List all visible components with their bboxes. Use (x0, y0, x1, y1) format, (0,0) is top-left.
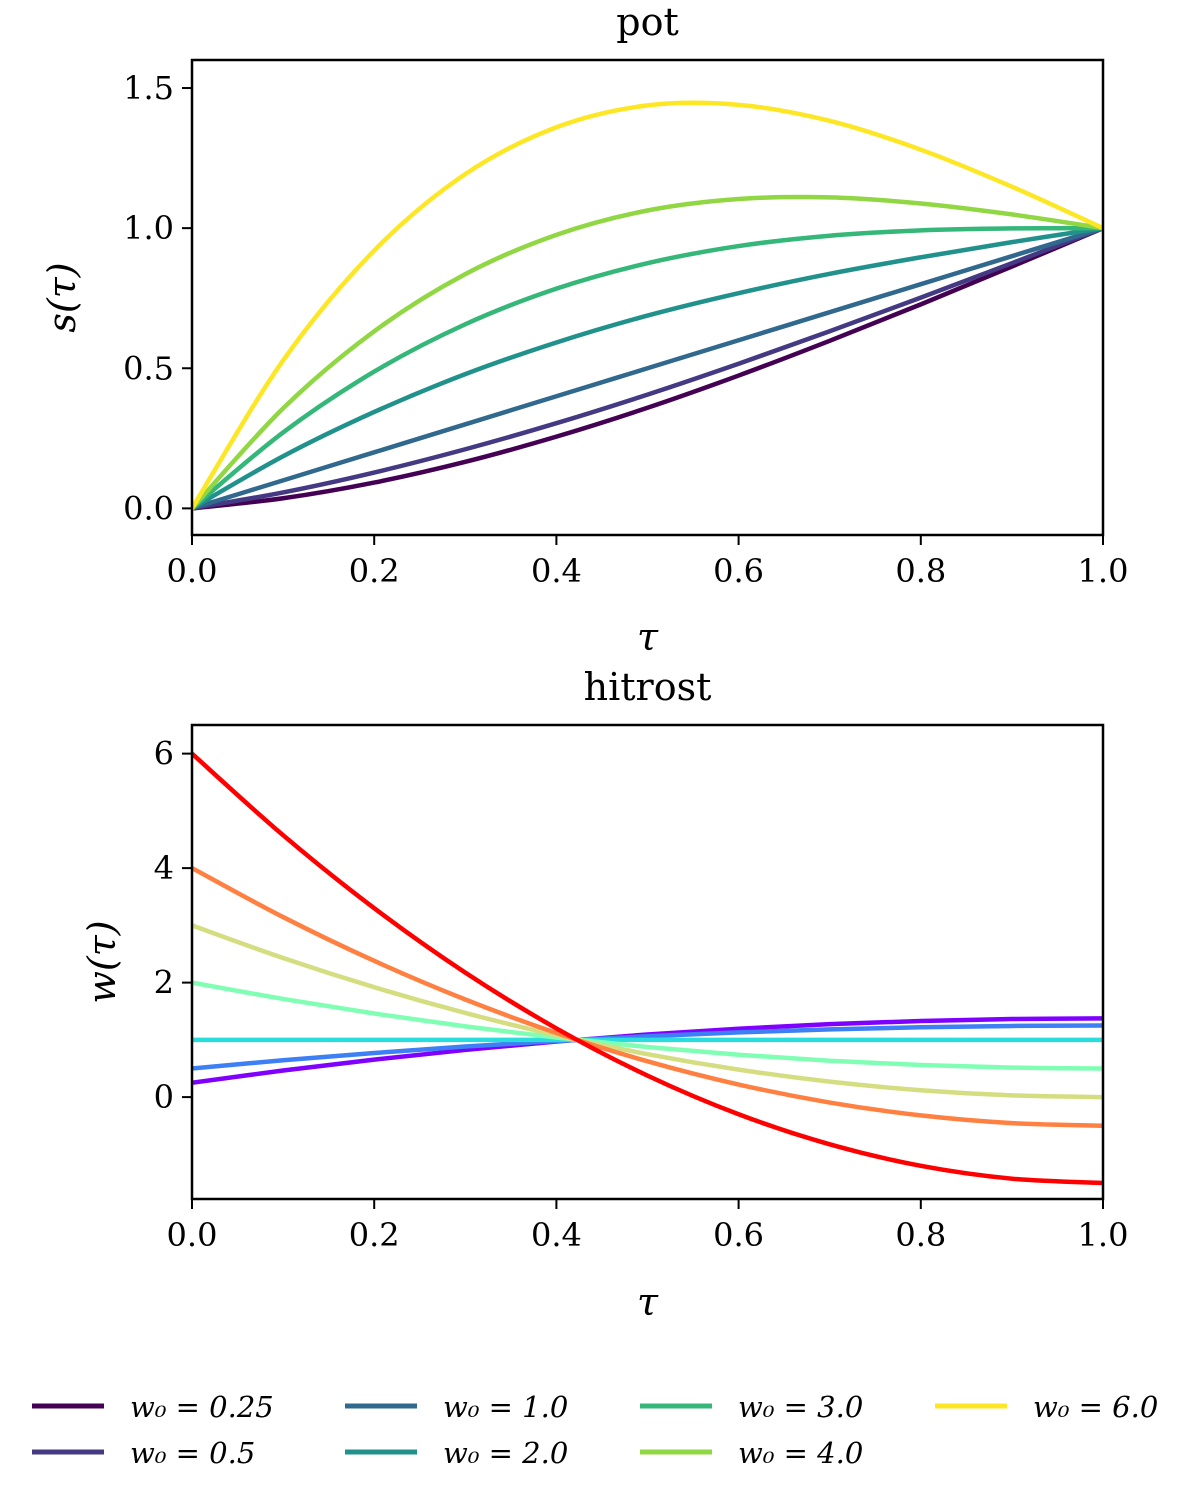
series-group (192, 100, 1103, 512)
x-tick-label: 1.0 (1078, 552, 1129, 590)
legend-item: w₀ = 0.5 (32, 1436, 255, 1470)
plot-pot: 0.0 0.2 0.4 0.6 0.8 1.0 0.0 0.5 1.0 1.5 pot τ s(τ) (40, 0, 1128, 659)
y-axis-label: s(τ) (40, 262, 84, 332)
legend-label: w₀ = 0.5 (130, 1436, 255, 1470)
plot-hitrost: 0.0 0.2 0.4 0.6 0.8 1.0 0 2 4 6 hitrost τ w(τ) (80, 665, 1128, 1324)
legend-label: w₀ = 3.0 (738, 1390, 863, 1424)
x-tick-label: 0.8 (895, 1216, 946, 1254)
series-line-w02.0 (192, 980, 1103, 1071)
y-tick-label: 4 (154, 849, 174, 887)
y-axis-label: w(τ) (80, 920, 124, 1003)
legend-item: w₀ = 4.0 (640, 1436, 863, 1470)
y-tick-label: 0.0 (123, 489, 174, 527)
legend-item: w₀ = 0.25 (32, 1390, 274, 1424)
legend-item: w₀ = 1.0 (345, 1390, 568, 1424)
legend-label: w₀ = 1.0 (443, 1390, 568, 1424)
legend-label: w₀ = 6.0 (1033, 1390, 1158, 1424)
legend-item: w₀ = 3.0 (640, 1390, 863, 1424)
x-tick-label: 0.4 (531, 1216, 582, 1254)
x-tick-label: 0.4 (531, 552, 582, 590)
series-line-w00.25 (192, 225, 1103, 511)
legend-label: w₀ = 2.0 (443, 1436, 568, 1470)
x-tick-label: 0.2 (349, 552, 400, 590)
series-line-w00.5 (192, 1023, 1103, 1071)
series-line-w03.0 (192, 922, 1103, 1100)
axes-frame (190, 723, 1105, 1201)
x-tick-label: 0.8 (895, 552, 946, 590)
y-tick-label: 6 (154, 735, 174, 773)
legend-label: w₀ = 0.25 (130, 1390, 274, 1424)
series-group (192, 750, 1103, 1186)
y-tick-label: 2 (154, 964, 174, 1002)
x-tick-label: 0.0 (167, 552, 218, 590)
x-tick-label: 0.0 (167, 1216, 218, 1254)
y-tick-label: 1.0 (123, 209, 174, 247)
y-tick-label: 1.5 (123, 69, 174, 107)
legend-item: w₀ = 6.0 (935, 1390, 1158, 1424)
x-tick-label: 0.6 (713, 1216, 764, 1254)
x-tick-label: 0.2 (349, 1216, 400, 1254)
x-tick-label: 0.6 (713, 552, 764, 590)
legend-item: w₀ = 2.0 (345, 1436, 568, 1470)
legend-label: w₀ = 4.0 (738, 1436, 863, 1470)
y-tick-label: 0.5 (123, 349, 174, 387)
series-line-w03.0 (192, 225, 1103, 512)
series-line-w02.0 (192, 225, 1103, 511)
chart-title: pot (616, 0, 678, 44)
axes-frame (190, 58, 1105, 537)
series-line-w01.0 (192, 225, 1103, 511)
x-axis-label: τ (637, 615, 659, 659)
series-line-w06.0 (192, 750, 1103, 1186)
x-tick-label: 1.0 (1078, 1216, 1129, 1254)
y-tick-label: 0 (154, 1078, 174, 1116)
legend: w₀ = 0.25 w₀ = 0.5 w₀ = 1.0 w₀ = 2.0 w₀ = 3.… (32, 1390, 1158, 1470)
x-axis-label: τ (637, 1280, 659, 1324)
chart-title: hitrost (584, 665, 712, 709)
series-line-w00.5 (192, 225, 1103, 511)
series-line-w06.0 (192, 100, 1103, 512)
series-line-w04.0 (192, 865, 1103, 1128)
series-line-w04.0 (192, 194, 1103, 512)
